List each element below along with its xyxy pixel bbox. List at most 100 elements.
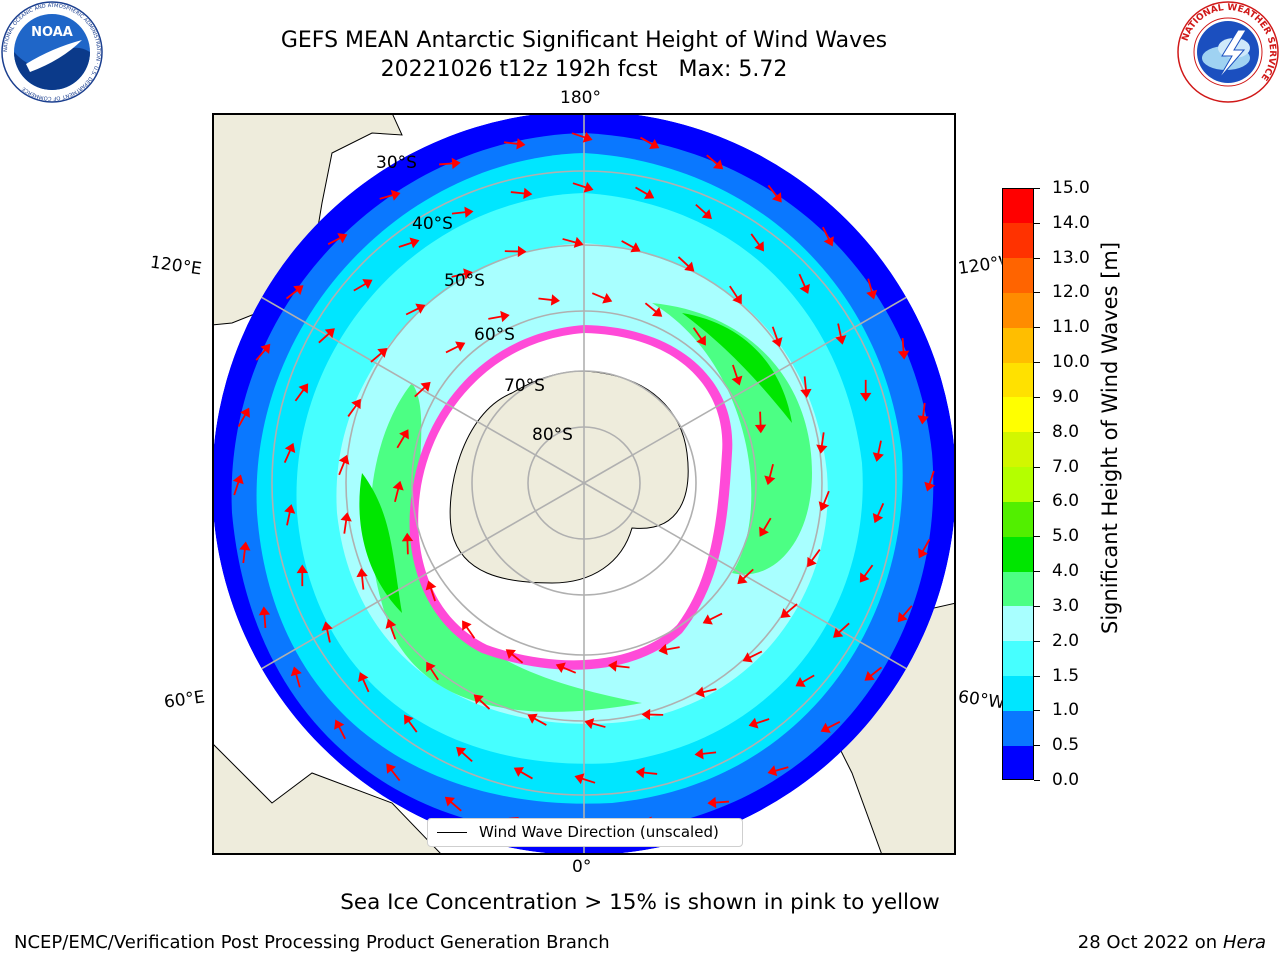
wind-wave-arrowhead bbox=[584, 718, 595, 730]
wind-wave-arrowhead bbox=[583, 181, 594, 193]
colorbar-tick-label: 8.0 bbox=[1052, 421, 1080, 442]
wind-wave-arrowhead bbox=[258, 606, 271, 616]
wind-wave-arrow bbox=[729, 285, 739, 299]
colorbar-tick-label: 10.0 bbox=[1052, 352, 1090, 373]
wind-wave-arrowhead bbox=[334, 719, 345, 730]
wind-wave-arrowhead bbox=[582, 131, 593, 143]
wind-wave-arrow bbox=[901, 605, 913, 617]
wind-wave-arrow bbox=[407, 720, 418, 733]
wind-wave-arrowhead bbox=[574, 773, 585, 785]
wind-wave-arrowhead bbox=[748, 717, 759, 729]
wind-wave-arrowhead bbox=[462, 620, 472, 631]
lon-label-0: 0° bbox=[572, 857, 592, 877]
wind-wave-arrow bbox=[562, 238, 577, 244]
wind-wave-arrowhead bbox=[872, 513, 884, 524]
wind-wave-arrowhead bbox=[456, 746, 467, 757]
wind-wave-arrowhead bbox=[694, 748, 704, 760]
wind-wave-arrowhead bbox=[696, 335, 706, 346]
wind-wave-arrowhead bbox=[731, 375, 743, 386]
wind-wave-arrowhead bbox=[260, 343, 271, 354]
wind-wave-arrowhead bbox=[463, 268, 473, 280]
wind-wave-arrowhead bbox=[630, 242, 641, 253]
wind-wave-arrow bbox=[242, 549, 246, 564]
wind-wave-arrow bbox=[286, 511, 291, 526]
wind-wave-arrowhead bbox=[859, 572, 870, 583]
wind-wave-arrowhead bbox=[897, 612, 908, 623]
wind-wave-arrowhead bbox=[464, 206, 474, 218]
map-panel: 30°S 40°S 50°S 60°S 70°S 80°S bbox=[212, 113, 956, 855]
colorbar-tick-label: 2.0 bbox=[1052, 630, 1080, 651]
wind-wave-arrowhead bbox=[713, 159, 724, 170]
wind-wave-arrow bbox=[562, 666, 577, 674]
wind-wave-arrowhead bbox=[356, 568, 368, 578]
wind-wave-arrow bbox=[451, 211, 466, 215]
wind-wave-arrow bbox=[643, 771, 658, 775]
polar-map: 30°S 40°S 50°S 60°S 70°S 80°S bbox=[212, 113, 956, 855]
wind-wave-arrow bbox=[702, 751, 717, 755]
wind-wave-arrowhead bbox=[298, 383, 309, 394]
wind-wave-arrowhead bbox=[239, 541, 251, 551]
wind-wave-arrow bbox=[810, 549, 821, 562]
wind-wave-arrow bbox=[405, 307, 420, 316]
wind-wave-arrowhead bbox=[337, 233, 348, 244]
wind-wave-arrow bbox=[768, 463, 774, 478]
wind-wave-arrow bbox=[519, 770, 533, 780]
wind-wave-arrowhead bbox=[284, 504, 296, 514]
wind-wave-arrowhead bbox=[340, 512, 352, 522]
wind-wave-arrow bbox=[774, 766, 789, 772]
wind-wave-arrow bbox=[837, 323, 842, 338]
wind-wave-arrowhead bbox=[860, 392, 872, 402]
wind-wave-arrow bbox=[361, 575, 365, 590]
wind-wave-arrow bbox=[429, 667, 439, 681]
wind-wave-arrowhead bbox=[701, 209, 712, 220]
lat-label-50s: 50°S bbox=[444, 271, 485, 291]
wind-wave-arrow bbox=[822, 226, 830, 241]
wind-wave-arrow bbox=[445, 345, 459, 354]
wind-wave-arrow bbox=[285, 289, 299, 300]
wind-wave-arrow bbox=[803, 376, 807, 391]
wind-wave-arrow bbox=[876, 502, 885, 517]
colorbar-band bbox=[1002, 501, 1034, 537]
wind-wave-arrowhead bbox=[866, 289, 878, 300]
wind-wave-arrowhead bbox=[864, 670, 875, 681]
wind-wave-arrow bbox=[665, 646, 680, 651]
wind-wave-arrow bbox=[571, 132, 586, 139]
wind-wave-arrow bbox=[644, 302, 657, 313]
lon-label-60w: 60°W bbox=[956, 687, 1004, 713]
wind-wave-arrow bbox=[581, 777, 596, 784]
wind-wave-arrow bbox=[714, 800, 730, 804]
wind-wave-arrowhead bbox=[649, 139, 660, 149]
wind-wave-arrow bbox=[820, 432, 825, 447]
wind-wave-arrow bbox=[921, 539, 931, 553]
wind-wave-arrow bbox=[390, 768, 401, 782]
wind-wave-arrowhead bbox=[358, 672, 369, 683]
wind-wave-arrowhead bbox=[820, 722, 831, 733]
wind-wave-arrow bbox=[798, 273, 806, 288]
footer-branch: NCEP/EMC/Verification Post Processing Pr… bbox=[14, 932, 610, 953]
wind-wave-arrowhead bbox=[377, 347, 388, 358]
wind-wave-arrow bbox=[283, 449, 292, 464]
wind-wave-arrow bbox=[389, 625, 397, 640]
colorbar-band bbox=[1002, 292, 1034, 328]
wind-wave-arrow bbox=[465, 626, 476, 639]
wind-wave-arrowhead bbox=[444, 796, 455, 807]
wind-wave-arrow bbox=[692, 327, 703, 340]
wind-wave-arrowhead bbox=[296, 564, 308, 574]
wind-wave-arrow bbox=[538, 297, 553, 301]
lat-label-40s: 40°S bbox=[412, 214, 453, 234]
wind-wave-arrowhead bbox=[385, 618, 397, 629]
wind-wave-arrowhead bbox=[767, 765, 778, 777]
colorbar-band bbox=[1002, 362, 1034, 398]
footer-date: 28 Oct 2022 on Hera bbox=[1077, 932, 1266, 953]
wind-wave-arrowhead bbox=[351, 398, 361, 410]
wind-wave-arrow bbox=[702, 688, 717, 694]
wind-wave-arrow bbox=[863, 564, 874, 577]
wind-wave-arrowhead bbox=[771, 192, 782, 203]
wind-wave-arrow bbox=[503, 141, 518, 145]
wind-wave-arrowhead bbox=[516, 138, 526, 150]
wind-wave-arrow bbox=[237, 413, 247, 427]
wind-wave-arrow bbox=[706, 154, 718, 166]
colorbar-band bbox=[1002, 640, 1034, 677]
wind-wave-arrowhead bbox=[816, 444, 828, 454]
wind-wave-arrowhead bbox=[754, 424, 767, 434]
